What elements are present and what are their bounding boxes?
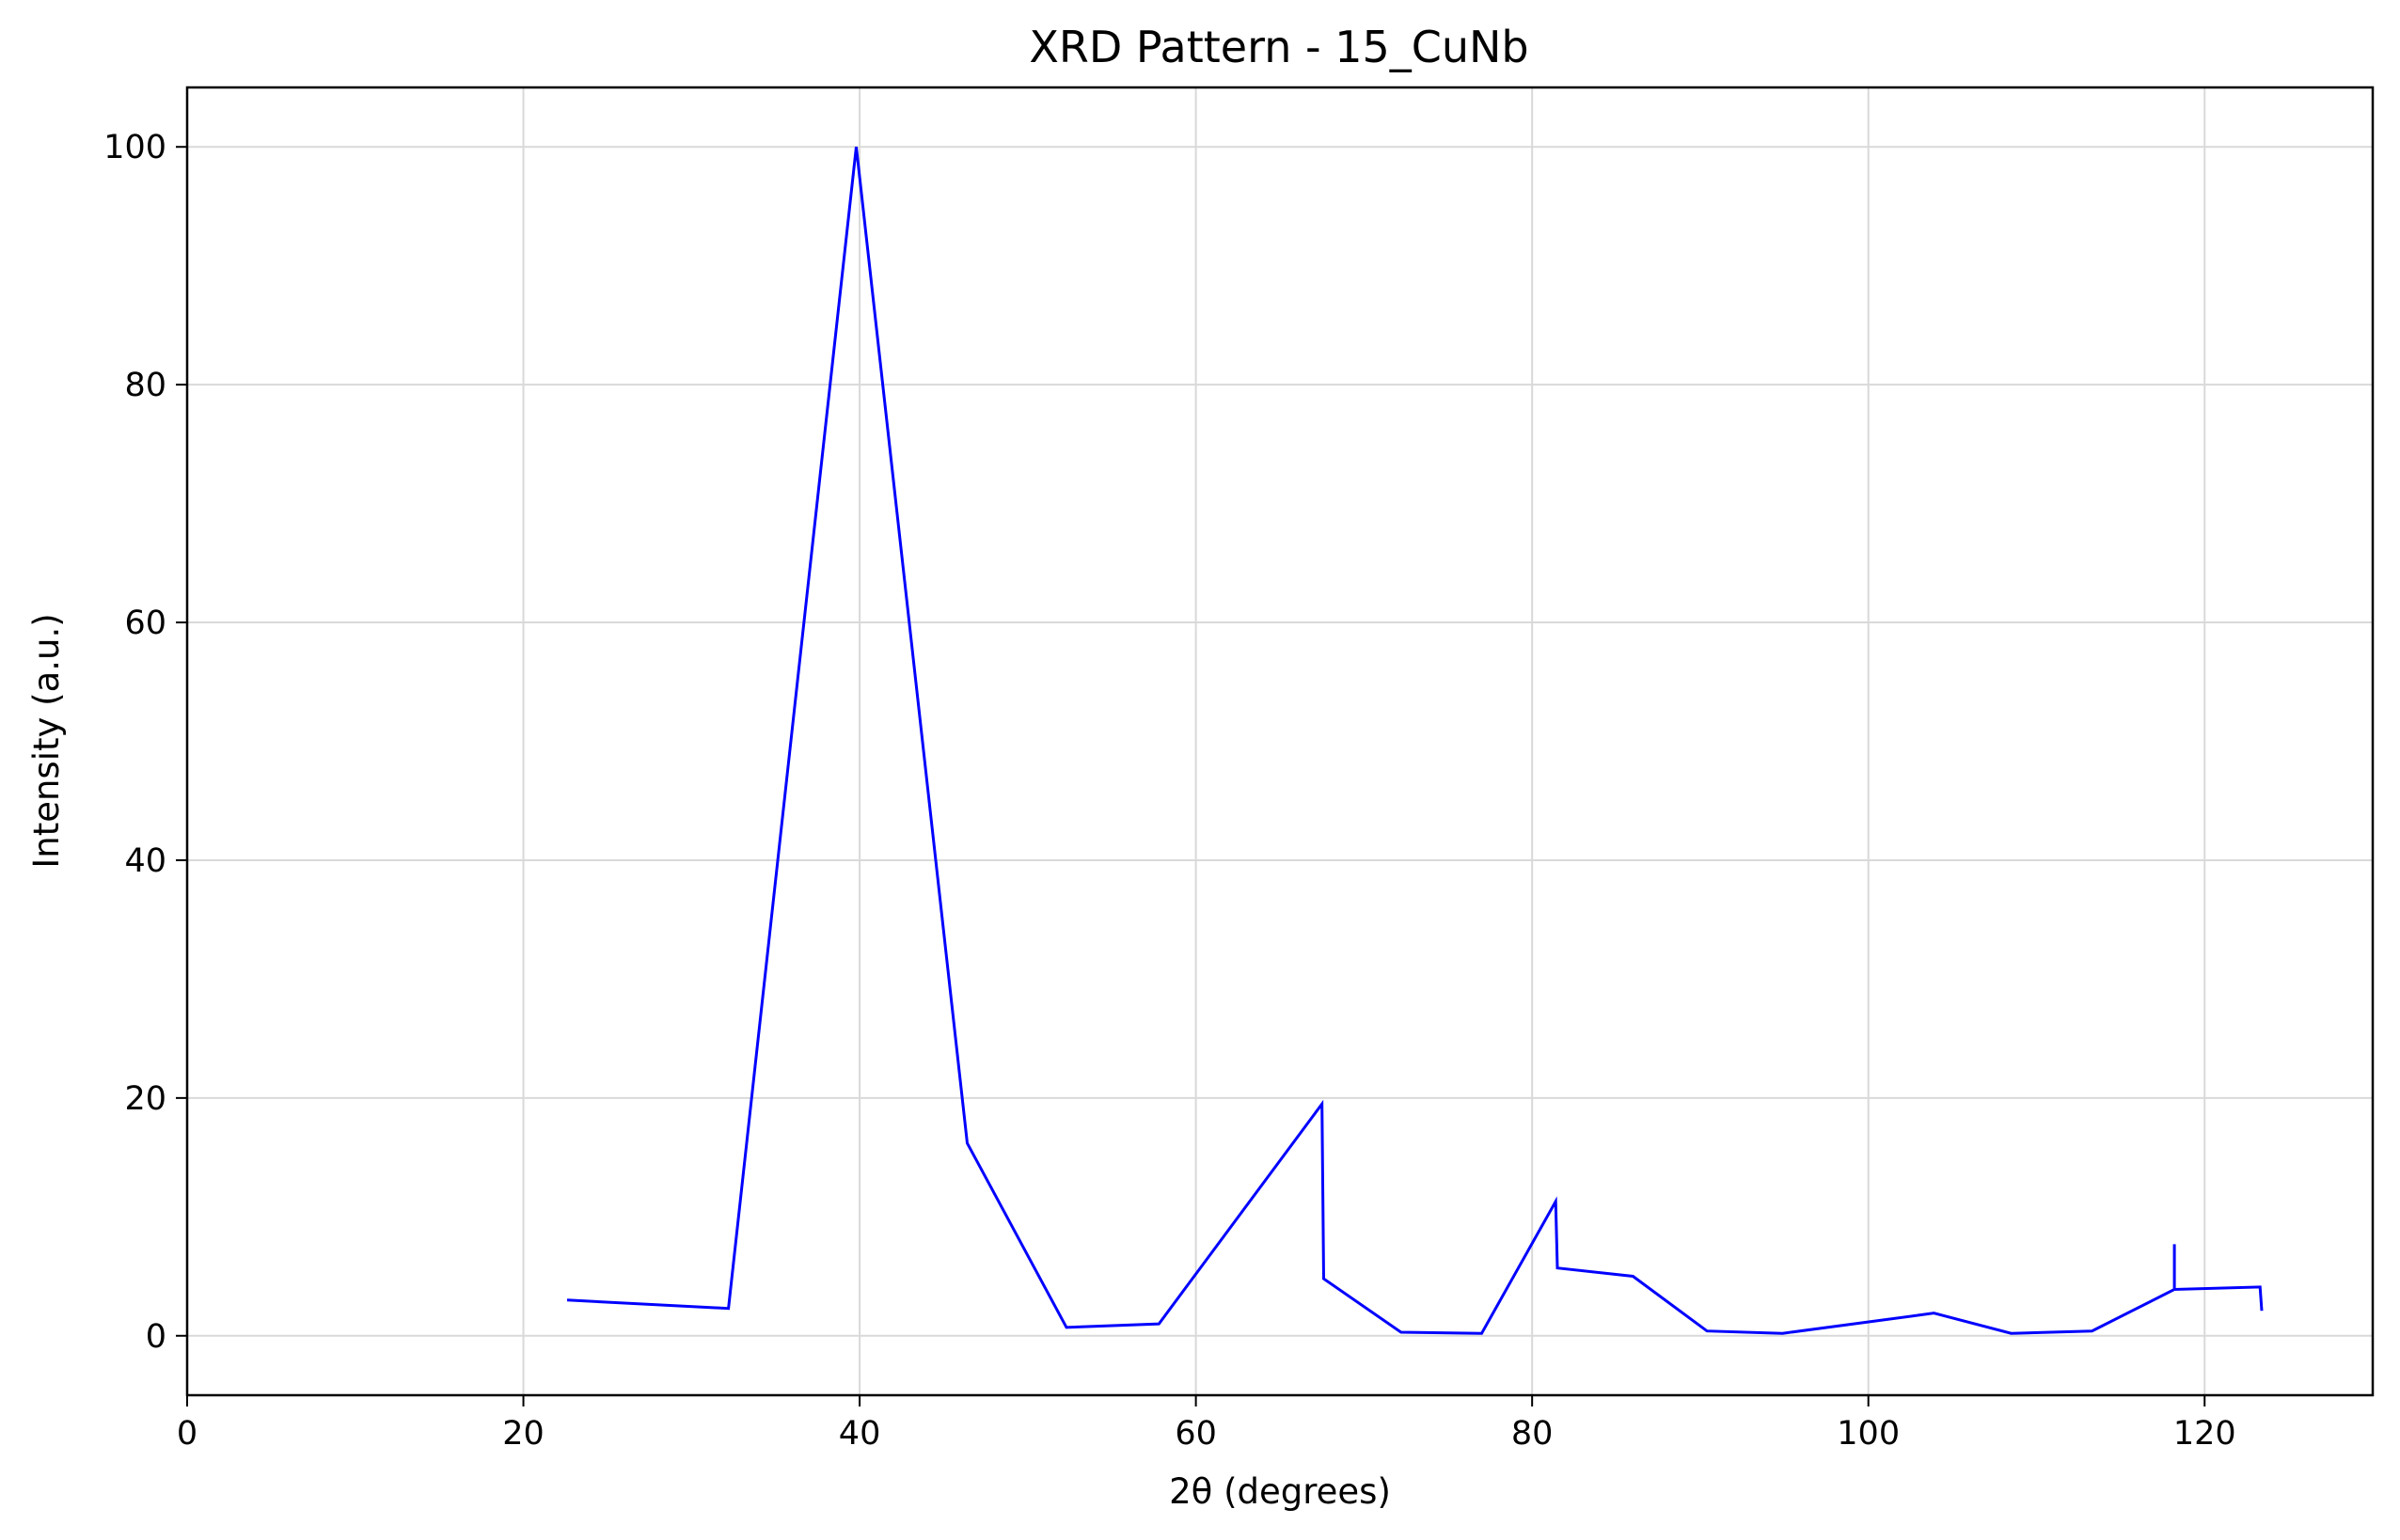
x-tick-label: 100 [1837, 1415, 1900, 1453]
x-tick-label: 80 [1511, 1415, 1554, 1453]
y-axis-ticks: 0 20 40 60 80 100 [103, 129, 187, 1356]
y-tick-label: 0 [146, 1318, 166, 1356]
y-tick-label: 60 [124, 605, 166, 642]
x-tick-label: 20 [502, 1415, 545, 1453]
x-tick-label: 120 [2173, 1415, 2236, 1453]
plot-area [566, 147, 2264, 1335]
y-tick-label: 20 [124, 1080, 166, 1118]
grid [186, 87, 2373, 1395]
x-axis-ticks: 0 20 40 60 80 100 120 [177, 1395, 2236, 1453]
x-tick-label: 40 [839, 1415, 881, 1453]
y-tick-label: 100 [103, 129, 166, 166]
chart-title: XRD Pattern - 15_CuNb [1029, 22, 1528, 72]
x-tick-label: 60 [1175, 1415, 1217, 1453]
y-axis-label: Intensity (a.u.) [26, 613, 67, 868]
series-line [566, 147, 2264, 1335]
axes-frame [185, 86, 2375, 1397]
x-tick-label: 0 [177, 1415, 197, 1453]
x-axis-label: 2θ (degrees) [1169, 1471, 1391, 1512]
y-tick-label: 40 [124, 842, 166, 880]
y-tick-label: 80 [124, 367, 166, 404]
